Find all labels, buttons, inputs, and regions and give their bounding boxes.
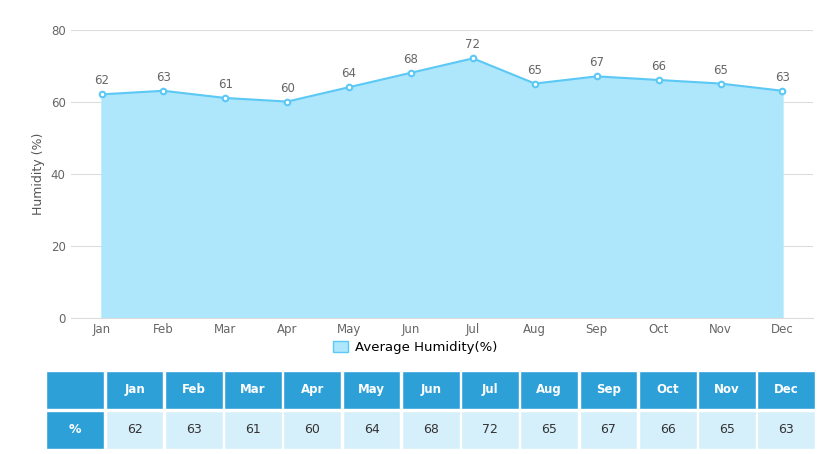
Text: 65: 65: [713, 64, 728, 77]
Text: %: %: [69, 423, 81, 436]
Text: Nov: Nov: [714, 383, 740, 396]
Bar: [758, 410, 815, 449]
Bar: [283, 410, 341, 449]
Y-axis label: Humidity (%): Humidity (%): [32, 133, 46, 215]
Text: 72: 72: [466, 39, 481, 51]
Text: 63: 63: [156, 71, 171, 84]
Bar: [165, 410, 222, 449]
Text: 63: 63: [779, 423, 794, 436]
Text: 66: 66: [660, 423, 676, 436]
Text: 62: 62: [94, 74, 109, 88]
Bar: [105, 371, 164, 409]
Bar: [343, 410, 400, 449]
Bar: [165, 371, 222, 409]
Text: Sep: Sep: [596, 383, 621, 396]
Bar: [758, 371, 815, 409]
Bar: [46, 410, 104, 449]
Text: 64: 64: [342, 67, 357, 80]
Text: Jul: Jul: [481, 383, 498, 396]
Text: 64: 64: [364, 423, 379, 436]
Bar: [343, 371, 400, 409]
Bar: [520, 410, 579, 449]
Text: 60: 60: [305, 423, 320, 436]
Text: Aug: Aug: [536, 383, 562, 396]
Text: 63: 63: [186, 423, 202, 436]
Text: Jan: Jan: [124, 383, 145, 396]
Bar: [224, 371, 282, 409]
Bar: [283, 371, 341, 409]
Text: 65: 65: [527, 64, 542, 77]
Text: 62: 62: [127, 423, 143, 436]
Bar: [520, 371, 579, 409]
Bar: [639, 410, 696, 449]
Text: 65: 65: [719, 423, 735, 436]
Text: 67: 67: [589, 56, 604, 69]
Bar: [105, 410, 164, 449]
Text: 60: 60: [280, 82, 295, 94]
Bar: [224, 410, 282, 449]
Bar: [639, 371, 696, 409]
Text: Apr: Apr: [300, 383, 324, 396]
Text: 65: 65: [541, 423, 557, 436]
Bar: [46, 371, 104, 409]
Text: May: May: [358, 383, 385, 396]
Bar: [461, 371, 519, 409]
Bar: [402, 371, 460, 409]
Text: 72: 72: [482, 423, 498, 436]
Bar: [698, 371, 756, 409]
Text: 68: 68: [422, 423, 439, 436]
Bar: [579, 371, 637, 409]
Text: Mar: Mar: [240, 383, 266, 396]
Legend: Average Humidity(%): Average Humidity(%): [327, 336, 503, 359]
Text: 61: 61: [217, 78, 232, 91]
Text: 61: 61: [245, 423, 261, 436]
Text: Oct: Oct: [657, 383, 679, 396]
Text: 67: 67: [601, 423, 617, 436]
Text: 66: 66: [652, 60, 666, 73]
Bar: [698, 410, 756, 449]
Text: 63: 63: [775, 71, 790, 84]
Bar: [579, 410, 637, 449]
Text: 68: 68: [403, 53, 418, 66]
Text: Dec: Dec: [774, 383, 798, 396]
Bar: [461, 410, 519, 449]
Text: Jun: Jun: [420, 383, 442, 396]
Bar: [402, 410, 460, 449]
Text: Feb: Feb: [182, 383, 206, 396]
